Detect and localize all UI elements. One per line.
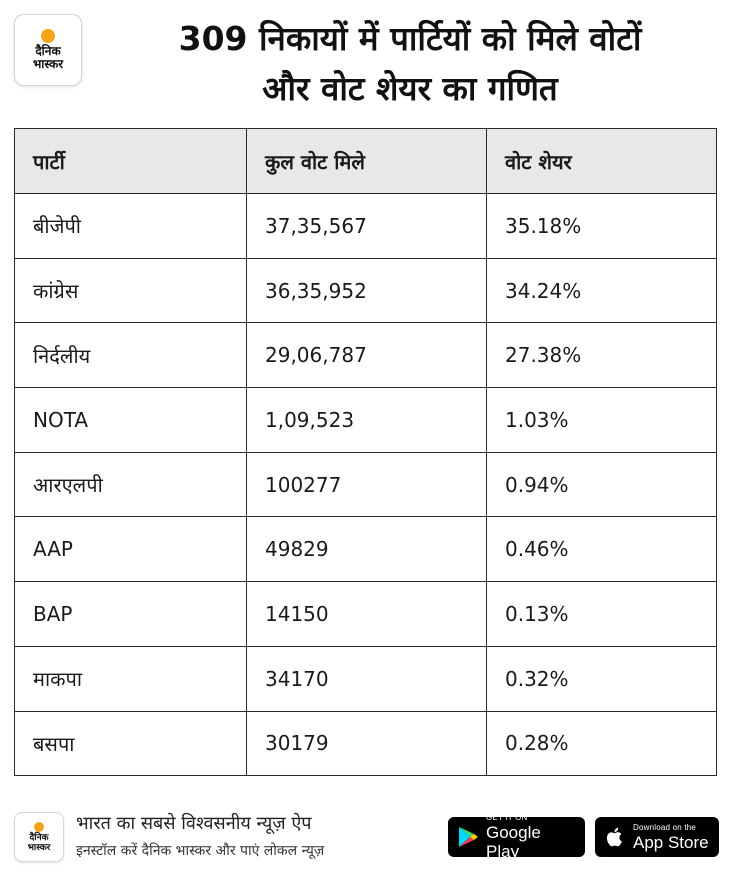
footer-logo-line1: दैनिक [29,832,49,843]
logo-text-line2: भास्कर [32,57,64,71]
app-store-button[interactable]: Download on the App Store [595,817,719,857]
share-cell: 35.18% [486,193,717,259]
votes-cell: 30179 [246,710,487,777]
party-cell: बसपा [14,710,247,777]
app-store-small-text: Download on the [633,822,697,832]
logo-text-line1: दैनिक [35,44,61,58]
footer-logo[interactable]: दैनिक भास्कर [14,812,64,862]
table-row: बसपा 30179 0.28% [14,710,717,777]
title-line1: 309 निकायों में पार्टियों को मिले वोटों [178,19,642,58]
title-line2: और वोट शेयर का गणित [262,69,558,108]
table-row: NOTA 1,09,523 1.03% [14,387,717,453]
votes-cell: 1,09,523 [246,387,487,453]
share-cell: 0.13% [486,581,717,647]
app-store-label: App Store [633,832,709,852]
google-play-small-text: GET IT ON [486,813,528,822]
dainik-bhaskar-logo[interactable]: दैनिक भास्कर [14,14,82,86]
votes-cell: 49829 [246,516,487,583]
google-play-label: Google Play [486,823,541,861]
sun-icon [41,29,55,43]
table-row: आरएलपी 100277 0.94% [14,451,717,518]
page-title: 309 निकायों में पार्टियों को मिले वोटों … [100,14,720,114]
table-row: माकपा 34170 0.32% [14,645,717,712]
share-cell: 0.94% [486,451,717,518]
table-row: BAP 14150 0.13% [14,581,717,647]
share-cell: 1.03% [486,387,717,453]
table-row: निर्दलीय 29,06,787 27.38% [14,322,717,389]
votes-cell: 14150 [246,581,487,647]
votes-cell: 100277 [246,451,487,518]
party-cell: निर्दलीय [14,322,247,389]
apple-icon [606,827,622,847]
table-row: AAP 49829 0.46% [14,516,717,583]
share-cell: 0.32% [486,645,717,712]
table-header-row: पार्टी कुल वोट मिले वोट शेयर [14,128,717,194]
votes-cell: 36,35,952 [246,257,487,324]
sun-icon [34,821,44,832]
footer-logo-line2: भास्कर [27,842,51,853]
party-cell: BAP [14,581,247,647]
vote-share-table: पार्टी कुल वोट मिले वोट शेयर बीजेपी 37,3… [14,128,717,777]
share-cell: 0.46% [486,516,717,583]
party-cell: कांग्रेस [14,257,247,324]
share-cell: 0.28% [486,710,717,777]
votes-cell: 37,35,567 [246,193,487,259]
header-total-votes: कुल वोट मिले [246,128,487,194]
header-party: पार्टी [14,128,247,194]
votes-cell: 34170 [246,645,487,712]
share-cell: 34.24% [486,257,717,324]
party-cell: AAP [14,516,247,583]
party-cell: बीजेपी [14,193,247,259]
footer-tagline: भारत का सबसे विश्वसनीय न्यूज़ ऐप [76,813,312,834]
party-cell: NOTA [14,387,247,453]
table-row: कांग्रेस 36,35,952 34.24% [14,257,717,324]
table-row: बीजेपी 37,35,567 35.18% [14,193,717,259]
party-cell: माकपा [14,645,247,712]
google-play-icon [459,827,478,847]
google-play-button[interactable]: GET IT ON Google Play [448,813,585,861]
party-cell: आरएलपी [14,451,247,518]
header-vote-share: वोट शेयर [486,128,717,194]
share-cell: 27.38% [486,322,717,389]
votes-cell: 29,06,787 [246,322,487,389]
footer-install-text: इनस्टॉल करें दैनिक भास्कर और पाएं लोकल न… [76,843,325,859]
